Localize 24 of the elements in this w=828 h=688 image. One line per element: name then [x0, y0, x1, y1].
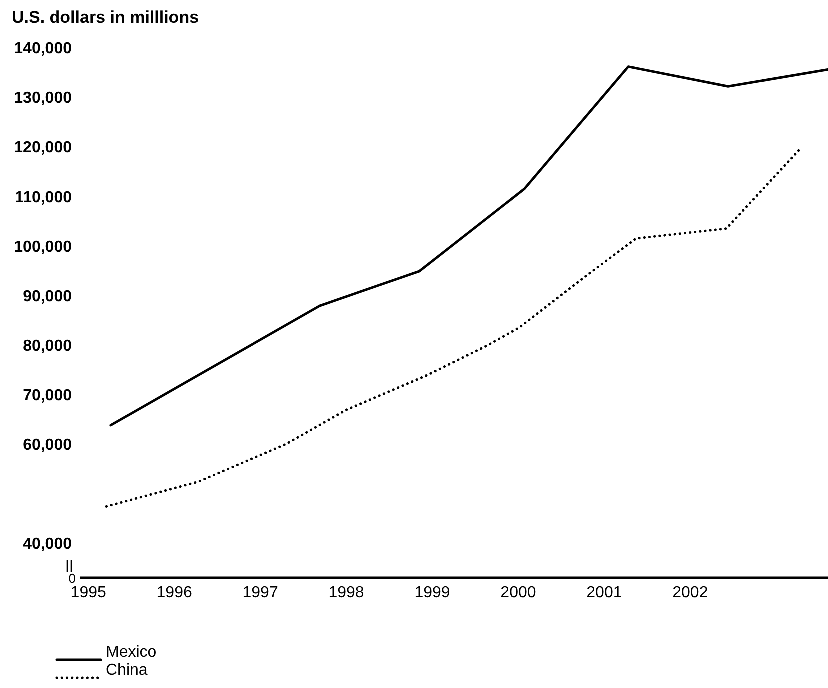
- x-tick-label: 1996: [156, 584, 192, 602]
- y-tick-label: 100,000: [14, 238, 72, 256]
- y-tick-label: 70,000: [23, 387, 72, 404]
- y-axis-title: U.S. dollars in milllions: [12, 8, 200, 28]
- y-tick-label: 60,000: [23, 436, 72, 454]
- x-tick-label: 2001: [586, 584, 622, 602]
- line-series: [105, 146, 803, 508]
- legend-label: Mexico: [106, 644, 157, 662]
- x-tick-label: 1999: [414, 584, 450, 602]
- x-tick-label: 2000: [500, 584, 536, 602]
- y-tick-label: 80,000: [23, 338, 72, 355]
- text: 0: [68, 571, 76, 586]
- x-tick-label: 2002: [672, 584, 708, 602]
- y-tick-label: 120,000: [14, 140, 72, 157]
- x-tick-label: 1998: [328, 584, 364, 602]
- y-tick-label: 90,000: [23, 288, 72, 306]
- x-tick-label: 1997: [242, 584, 278, 602]
- x-tick-label: 1995: [70, 584, 106, 602]
- y-tick-label: 130,000: [14, 90, 72, 108]
- legend-label: China: [106, 662, 148, 680]
- y-tick-label: 110,000: [15, 189, 72, 206]
- y-tick-label: 140,000: [14, 40, 72, 58]
- y-tick-label: 40,000: [23, 536, 72, 554]
- line-series: [110, 66, 828, 427]
